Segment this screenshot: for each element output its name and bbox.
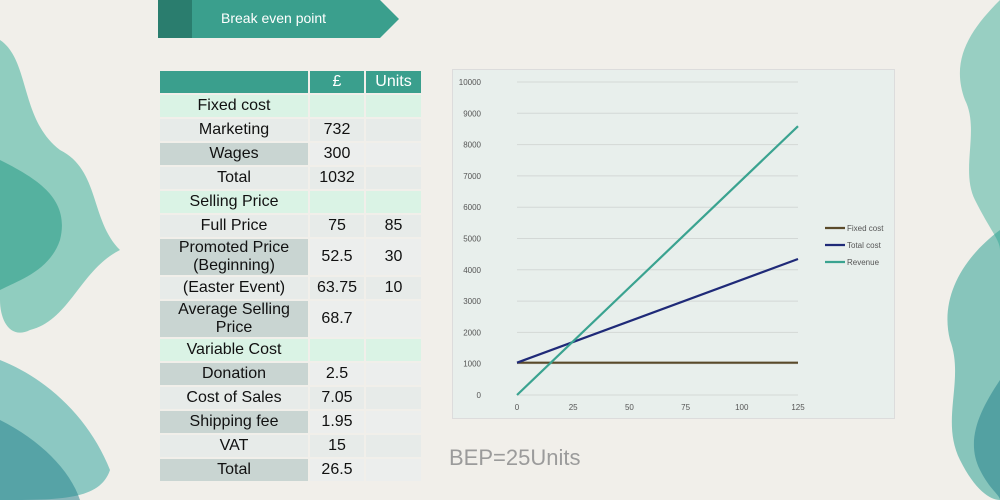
x-tick-label: 125 [791, 403, 805, 412]
table-cell: Total [160, 167, 308, 189]
table-row: VAT 15 [160, 435, 421, 457]
table-cell: VAT [160, 435, 308, 457]
x-tick-label: 75 [681, 403, 690, 412]
table-cell: Shipping fee [160, 411, 308, 433]
table-row: Total 26.5 [160, 459, 421, 481]
table-cell: 7.05 [310, 387, 364, 409]
break-even-chart: 0 1000 2000 3000 4000 5000 6000 7000 8000 9000 100… [452, 69, 895, 419]
break-even-table: £ Units Fixed cost Marketing 732 Wages 300 To… [158, 69, 423, 483]
table-cell [366, 119, 421, 141]
watercolor-splash-left [0, 40, 120, 500]
table-cell [310, 95, 364, 117]
table-cell [366, 167, 421, 189]
table-cell [310, 339, 364, 361]
table-cell: 68.7 [310, 301, 364, 337]
chart-svg: 0100020003000400050006000700080009000100… [459, 78, 884, 412]
table-cell: Donation [160, 363, 308, 385]
table-row: Wages 300 [160, 143, 421, 165]
table-cell: 52.5 [310, 239, 364, 275]
table-section-row: Fixed cost [160, 95, 421, 117]
table-cell: 75 [310, 215, 364, 237]
y-tick-label: 1000 [463, 360, 481, 369]
table-cell [366, 191, 421, 213]
banner-title: Break even point [221, 10, 327, 26]
table-cell: Wages [160, 143, 308, 165]
section-banner: Break even point [158, 0, 399, 38]
table-cell [366, 339, 421, 361]
table-header-row: £ Units [160, 71, 421, 93]
table-cell: 26.5 [310, 459, 364, 481]
table-cell: 1032 [310, 167, 364, 189]
x-tick-label: 50 [625, 403, 634, 412]
table-cell [366, 143, 421, 165]
table-cell: 10 [366, 277, 421, 299]
legend-label-revenue: Revenue [847, 258, 880, 267]
x-tick-label: 0 [515, 403, 520, 412]
banner-arrow-shape [158, 0, 399, 38]
y-tick-label: 6000 [463, 203, 481, 212]
table-cell: Average Selling Price [160, 301, 308, 337]
x-tick-label: 100 [735, 403, 749, 412]
table-section-row: Selling Price [160, 191, 421, 213]
table-cell [310, 191, 364, 213]
table-cell: 15 [310, 435, 364, 457]
series-line-revenue [516, 125, 799, 396]
table-cell [366, 301, 421, 337]
table-row: Total 1032 [160, 167, 421, 189]
legend-label-fixed-cost: Fixed cost [847, 224, 884, 233]
y-tick-label: 8000 [463, 141, 481, 150]
y-tick-label: 5000 [463, 235, 481, 244]
header-cell-pound: £ [310, 71, 364, 93]
table-row: Marketing 732 [160, 119, 421, 141]
table-row: Promoted Price (Beginning) 52.5 30 [160, 239, 421, 275]
table-cell [366, 459, 421, 481]
table-cell: 85 [366, 215, 421, 237]
table-row: Cost of Sales 7.05 [160, 387, 421, 409]
table-cell [366, 387, 421, 409]
y-tick-label: 9000 [463, 109, 481, 118]
y-tick-label: 2000 [463, 328, 481, 337]
table-cell: Variable Cost [160, 339, 308, 361]
bep-result-text: BEP=25Units [449, 445, 581, 470]
table-cell: 300 [310, 143, 364, 165]
table-cell: Fixed cost [160, 95, 308, 117]
series-line-total-cost [516, 257, 799, 364]
table-cell: 63.75 [310, 277, 364, 299]
table-cell: Marketing [160, 119, 308, 141]
table-cell: 2.5 [310, 363, 364, 385]
y-tick-label: 0 [477, 391, 482, 400]
table-cell [366, 435, 421, 457]
y-tick-label: 4000 [463, 266, 481, 275]
table-cell: 732 [310, 119, 364, 141]
table-row: (Easter Event) 63.75 10 [160, 277, 421, 299]
y-tick-label: 10000 [459, 78, 482, 87]
table-cell: Selling Price [160, 191, 308, 213]
table-cell: Total [160, 459, 308, 481]
table-row: Average Selling Price 68.7 [160, 301, 421, 337]
header-cell-units: Units [366, 71, 421, 93]
table-row: Shipping fee 1.95 [160, 411, 421, 433]
legend-label-total-cost: Total cost [847, 241, 882, 250]
y-tick-label: 3000 [463, 297, 481, 306]
table-cell: (Easter Event) [160, 277, 308, 299]
table-cell: Full Price [160, 215, 308, 237]
table-cell: 30 [366, 239, 421, 275]
table-row: Full Price 75 85 [160, 215, 421, 237]
header-cell-label [160, 71, 308, 93]
table-cell [366, 95, 421, 117]
table-section-row: Variable Cost [160, 339, 421, 361]
x-tick-label: 25 [569, 403, 578, 412]
y-tick-label: 7000 [463, 172, 481, 181]
table-cell [366, 411, 421, 433]
table-cell: Cost of Sales [160, 387, 308, 409]
table-row: Donation 2.5 [160, 363, 421, 385]
table-cell: 1.95 [310, 411, 364, 433]
table-cell [366, 363, 421, 385]
table-cell: Promoted Price (Beginning) [160, 239, 308, 275]
